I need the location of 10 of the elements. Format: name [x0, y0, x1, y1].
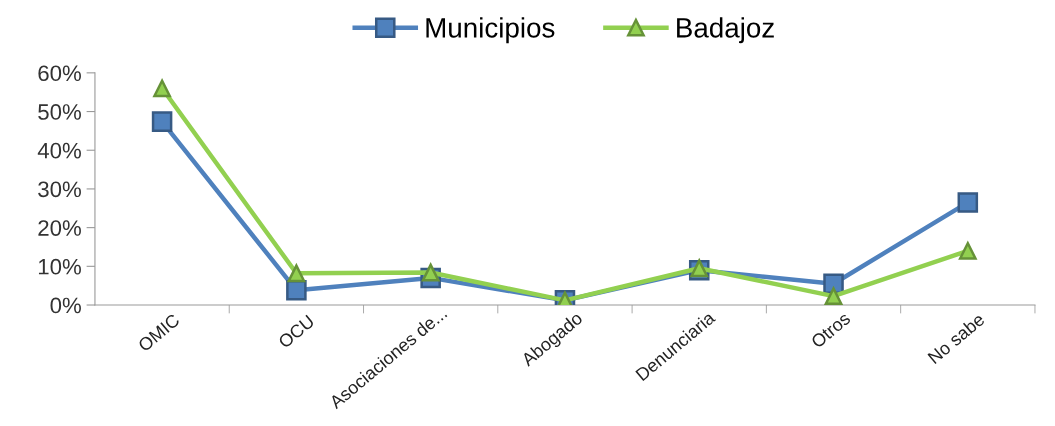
y-tick-label: 40%: [37, 142, 81, 159]
y-tick-label: 50%: [38, 104, 81, 120]
legend-label: Municipios: [426, 17, 555, 44]
y-tick-label: 10%: [38, 258, 81, 275]
y-tick-label: 60%: [38, 65, 81, 82]
x-tick-label: No sabe: [927, 312, 986, 365]
y-tick-label: 20%: [38, 220, 81, 236]
y-tick-label: 0%: [50, 297, 81, 314]
legend-label: Badajoz: [677, 17, 774, 44]
y-tick-label: 30%: [38, 181, 81, 198]
